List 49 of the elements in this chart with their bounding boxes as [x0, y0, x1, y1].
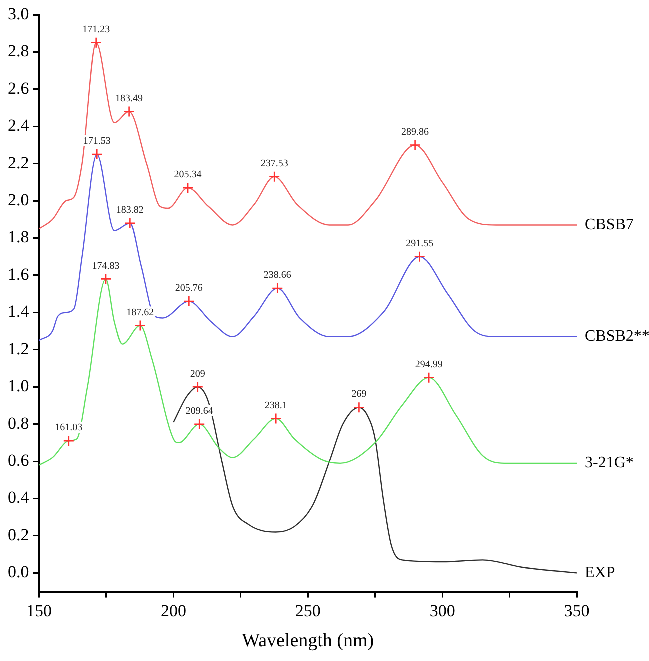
y-tick-label: 3.0 [8, 4, 30, 24]
annotation: 183.49 [116, 93, 144, 104]
series-label: CBSB2** [585, 328, 649, 346]
y-tick-label: 1.4 [8, 302, 30, 322]
point [90, 37, 102, 49]
y-tick-label: 1.0 [8, 376, 30, 396]
y-tick-label: 0.6 [8, 451, 30, 470]
x-axis-title: Wavelength (nm) [242, 630, 374, 652]
annotation: 291.55 [406, 238, 434, 250]
annotation: 237.53 [260, 158, 288, 170]
annotation: 205.34 [174, 170, 202, 181]
series-label: CBSB7 [585, 216, 634, 234]
x-tick-label: 350 [564, 601, 590, 620]
annotation: 238.66 [264, 270, 292, 282]
point [124, 106, 135, 118]
annotation: 209 [190, 368, 206, 380]
annotation: 289.86 [402, 126, 430, 138]
series-label: EXP [585, 564, 616, 582]
point [410, 140, 421, 151]
y-tick-label: 2.4 [8, 116, 30, 136]
x-tick-label: 250 [295, 601, 321, 620]
y-tick-label: 2.8 [8, 42, 30, 61]
point [182, 182, 194, 194]
annotation: 269 [352, 389, 367, 400]
annotation: 238.1 [264, 400, 288, 412]
x-tick-label: 200 [160, 601, 186, 620]
y-tick-label: 2.2 [8, 153, 30, 172]
annotation: 205.76 [175, 283, 203, 294]
y-tick-label: 1.6 [8, 264, 30, 284]
y-tick-label: 0.4 [8, 488, 30, 508]
y-tick-label: 2.0 [8, 190, 30, 210]
y-tick-label: 2.6 [8, 78, 30, 98]
annotation: 171.23 [82, 24, 110, 36]
annotation: 183.82 [116, 205, 144, 216]
x-tick-label: 300 [430, 601, 456, 620]
y-tick-label: 0.8 [8, 414, 30, 433]
series-label: 3-21G* [585, 454, 634, 472]
y-tick-label: 0.0 [8, 562, 30, 582]
x-tick-label: 150 [26, 601, 52, 620]
annotation: 171.53 [83, 136, 111, 148]
annotation: 174.83 [92, 260, 120, 272]
y-tick-label: 0.2 [8, 525, 30, 544]
annotation: 294.99 [415, 359, 443, 370]
y-tick-label: 1.2 [8, 339, 30, 358]
y-tick-label: 1.8 [8, 228, 30, 247]
annotation: 187.62 [126, 307, 154, 318]
annotation: 209.64 [186, 406, 214, 417]
annotation: 161.03 [55, 422, 83, 434]
point [268, 171, 280, 183]
